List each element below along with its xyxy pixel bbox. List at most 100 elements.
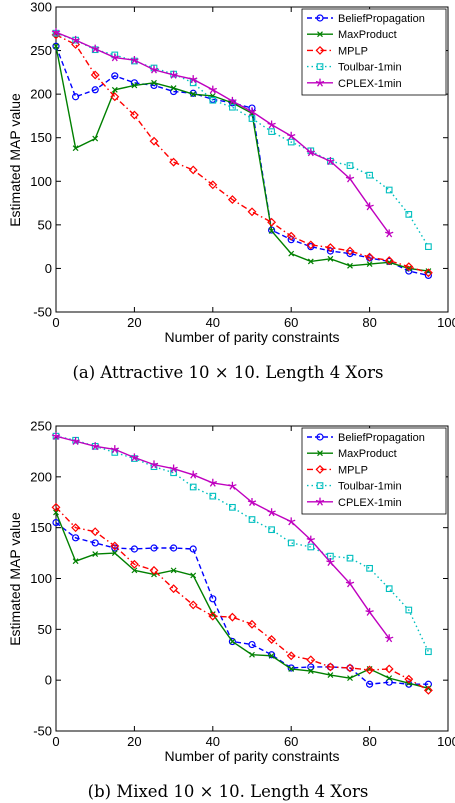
data-point [247,107,257,116]
y-tick-label: 200 [30,87,52,102]
data-point [425,648,432,656]
data-point [405,211,413,218]
data-point [189,75,198,84]
x-tick-label: 0 [52,315,59,330]
figure-caption-a: (a) Attractive 10 × 10. Length 4 Xors [72,363,383,382]
data-point [365,252,375,262]
data-point [227,195,237,205]
data-point [425,243,432,250]
y-tick-label: 50 [38,217,52,232]
legend-marker [317,450,323,457]
legend-box [301,427,447,515]
data-point [188,165,198,175]
x-tick-label: 60 [284,315,298,330]
data-point [247,619,257,629]
data-point [91,86,99,94]
data-point [129,110,139,120]
legend-label: MPLP [338,464,368,476]
legend-label: MaxProduct [338,448,397,460]
y-tick-label: 0 [45,673,52,688]
data-point [287,539,295,547]
data-point [189,483,197,491]
series-maxproduct [53,43,432,274]
x-axis-label: Number of parity constraints [164,748,339,764]
y-tick-label: 300 [30,0,52,15]
data-point [306,148,315,157]
data-point [288,666,295,672]
data-point [170,469,177,477]
data-point [325,662,335,672]
data-point [384,256,394,266]
data-point [52,518,60,527]
legend-marker [315,464,325,474]
data-point [286,231,296,241]
data-point [208,85,217,94]
data-point [228,96,237,105]
data-point [209,96,217,104]
data-point [326,558,335,567]
x-tick-label: 80 [362,315,376,330]
data-point [130,55,139,64]
data-point [131,567,138,574]
data-point [248,115,256,122]
y-tick-label: 150 [30,130,52,145]
data-point [345,663,355,673]
data-point [268,128,275,135]
legend-marker [315,78,325,87]
data-point [209,595,217,603]
data-point [425,268,432,274]
y-axis-label: Estimated MAP value [7,93,23,227]
legend-label: MPLP [338,45,368,57]
data-point [53,509,59,516]
data-point [287,131,296,140]
x-tick-label: 20 [127,315,141,330]
data-point [190,91,197,98]
data-point [53,43,59,50]
legend-label: Toulbar-1min [338,62,402,74]
data-point [386,675,393,682]
series-layer [51,431,433,695]
data-point [423,268,433,278]
data-point [169,584,179,594]
data-point [267,635,277,644]
data-point [365,665,375,675]
data-point [169,464,178,473]
data-point [365,202,374,211]
data-point [385,634,394,643]
data-point [131,82,138,89]
y-tick-label: 50 [38,622,52,637]
data-point [228,637,236,646]
data-point [190,572,197,579]
data-point [71,523,81,533]
data-point [110,445,119,454]
data-point [268,526,275,534]
data-point [170,85,177,91]
data-point [72,145,79,152]
data-point [92,135,99,142]
data-point [345,246,355,256]
data-point [229,103,236,111]
data-point [248,516,256,523]
data-point [169,157,179,167]
data-point [424,271,432,279]
x-tick-label: 40 [206,315,220,330]
series-mplp [51,502,433,695]
data-point [110,92,120,102]
data-point [404,674,414,684]
data-point [188,600,198,610]
data-point [326,157,335,166]
data-point [90,527,100,537]
data-point [208,611,218,621]
legend-marker [317,31,323,38]
data-point [307,543,315,551]
legend: BeliefPropagation MaxProduct MPLP Toulbar-1… [301,8,447,96]
data-point [51,431,61,440]
data-point [208,180,218,190]
legend-label: BeliefPropagation [338,13,425,25]
data-point [227,612,237,622]
data-point [385,186,393,194]
